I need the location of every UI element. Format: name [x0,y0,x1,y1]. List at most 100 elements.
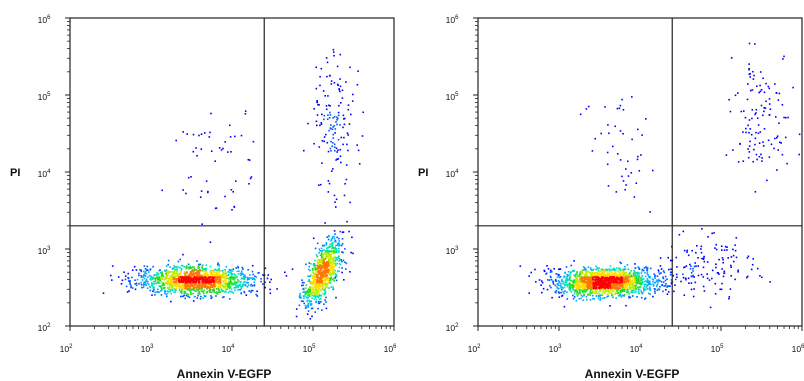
event-dot [656,275,659,277]
event-dot [584,273,587,276]
event-dot [586,275,588,278]
event-dot [232,292,235,294]
event-dot [218,290,221,292]
event-dot [331,252,334,254]
event-dot [250,176,253,178]
event-dot [198,134,200,137]
event-dot [189,267,192,269]
event-dot [621,175,623,178]
event-dot [587,281,589,283]
event-dot [333,251,336,254]
event-dot [636,279,638,281]
event-dot [759,275,761,277]
event-dot [603,281,605,283]
event-dot [140,283,143,286]
event-dot [559,284,561,287]
event-dot [325,108,328,111]
event-dot [214,282,216,284]
x-axis-label: Annexin V-EGFP [585,367,680,381]
event-dot [332,48,335,51]
event-dot [186,266,189,269]
event-dot [641,278,644,280]
event-dot [602,276,605,279]
event-dot [206,272,208,275]
event-dot [637,286,639,289]
event-dot [152,287,155,290]
event-dot [316,242,319,245]
event-dot [626,278,628,281]
event-dot [647,280,649,283]
event-dot [325,282,328,285]
event-dot [182,295,185,297]
event-dot [732,149,734,151]
event-dot [232,270,234,272]
event-dot [708,279,711,281]
event-dot [555,280,557,282]
event-dot [331,271,334,274]
event-dot [200,287,203,289]
event-dot [192,289,195,291]
event-dot [347,134,349,136]
event-dot [638,272,640,274]
event-dot [594,284,597,286]
event-dot [317,103,319,106]
event-dot [318,286,321,288]
event-dot [239,281,242,284]
event-dot [332,249,334,252]
event-dot [577,275,579,277]
event-dot [332,260,334,262]
event-dot [534,268,536,271]
event-dot [610,294,613,297]
event-dot [146,265,149,268]
event-dot [200,295,202,298]
event-dot [730,264,732,267]
event-dot [326,118,329,120]
y-axis-label: PI [10,167,20,179]
event-dot [165,265,168,268]
event-dot [585,287,587,290]
event-dot [326,236,328,238]
event-dot [616,288,619,290]
event-dot [641,268,644,271]
event-dot [598,267,600,269]
event-dot [597,286,600,288]
event-dot [323,279,326,281]
event-dot [323,269,326,272]
event-dot [735,237,738,239]
event-dot [346,220,348,223]
event-dot [646,269,648,272]
event-dot [332,288,334,291]
event-dot [320,298,322,300]
event-dot [757,132,760,135]
event-dot [630,280,633,282]
event-dot [596,281,598,284]
event-dot [774,83,776,85]
event-dot [715,263,717,265]
event-dot [178,275,180,277]
event-dot [197,274,200,276]
event-dot [339,53,342,56]
event-dot [329,250,331,252]
event-dot [669,285,671,287]
event-dot [637,277,640,280]
event-dot [220,287,223,290]
event-dot [325,242,328,245]
event-dot [579,271,581,273]
event-dot [170,280,172,283]
event-dot [329,261,331,264]
event-dot [228,278,230,280]
event-dot [754,113,756,116]
event-dot [637,128,639,131]
event-dot [336,259,338,261]
event-dot [612,278,614,281]
event-dot [586,278,589,280]
event-dot [230,277,232,280]
event-dot [197,265,199,268]
event-dot [241,266,244,269]
event-dot [235,180,237,182]
event-dot [151,276,153,279]
event-dot [585,272,588,275]
event-dot [192,292,194,295]
event-dot [201,285,204,287]
event-dot [634,263,636,265]
